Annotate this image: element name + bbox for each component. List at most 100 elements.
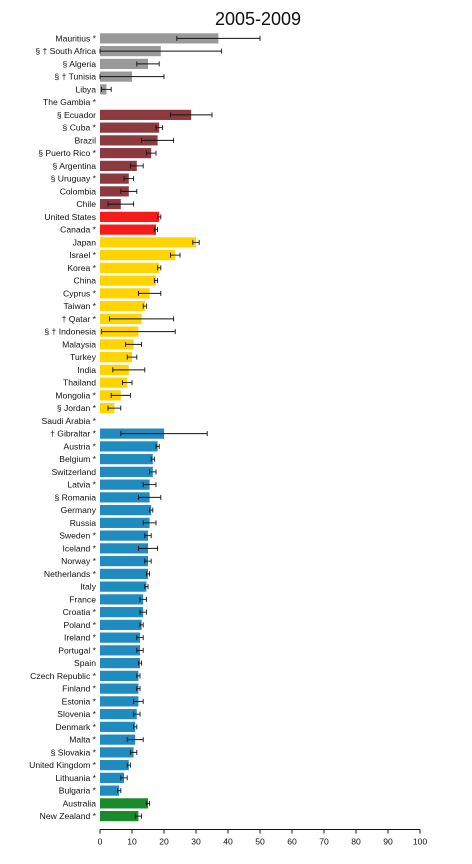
x-tick-label: 20 <box>159 837 169 847</box>
error-bar <box>137 545 159 551</box>
bar <box>100 811 139 822</box>
error-bar <box>145 150 157 156</box>
category-label: Czech Republic * <box>30 671 97 681</box>
category-label: Latvia * <box>67 480 96 490</box>
bar <box>100 58 148 69</box>
bar <box>100 262 160 273</box>
bar <box>100 211 160 222</box>
error-bar <box>153 227 159 233</box>
bar <box>100 122 160 133</box>
category-label: Saudi Arabia * <box>42 416 97 426</box>
error-bar <box>155 125 163 131</box>
bar <box>100 696 139 707</box>
bar <box>100 785 120 796</box>
bar <box>100 581 147 592</box>
error-bar <box>192 239 200 245</box>
error-bar <box>139 609 147 615</box>
error-bar <box>136 635 144 641</box>
bar <box>100 352 132 363</box>
bar <box>100 670 139 681</box>
category-label: § Jordan * <box>57 403 97 413</box>
error-bar <box>134 813 143 819</box>
error-bar <box>169 252 181 258</box>
bar <box>100 224 156 235</box>
category-label: Libya <box>75 84 96 94</box>
error-bar <box>107 405 122 411</box>
x-tick-label: 0 <box>98 837 103 847</box>
bar <box>100 33 219 44</box>
error-bar <box>110 392 131 398</box>
x-tick-label: 100 <box>413 837 428 847</box>
category-label: Australia <box>63 798 97 808</box>
bar <box>100 301 145 312</box>
bar <box>100 148 152 159</box>
error-bar <box>157 214 162 220</box>
error-bar <box>99 74 165 80</box>
bar <box>100 135 158 146</box>
category-label: Brazil <box>75 135 97 145</box>
category-label: China <box>74 276 97 286</box>
error-bar <box>169 112 213 118</box>
error-bar <box>155 443 160 449</box>
bar <box>100 339 134 350</box>
bar <box>100 747 134 758</box>
category-label: Malaysia <box>62 339 96 349</box>
bar <box>100 721 136 732</box>
category-label: Cyprus * <box>63 288 97 298</box>
bar <box>100 517 150 528</box>
category-label: Slovenia * <box>57 709 96 719</box>
error-bar <box>137 494 162 500</box>
category-label: Netherlands * <box>44 569 97 579</box>
bar <box>100 288 150 299</box>
chart-title: 2005-2009 <box>215 9 301 29</box>
category-label: Ireland * <box>64 633 97 643</box>
error-bar <box>142 303 147 309</box>
category-label: New Zealand * <box>40 811 97 821</box>
bar <box>100 709 137 720</box>
error-bar <box>144 584 149 590</box>
category-label: Spain <box>74 658 96 668</box>
bar <box>100 568 148 579</box>
bar <box>100 390 121 401</box>
bar <box>100 441 158 452</box>
category-label: § Cuba * <box>63 123 97 133</box>
bar <box>100 760 129 771</box>
bar <box>100 543 148 554</box>
category-label: Malta * <box>69 735 96 745</box>
error-bar <box>139 596 147 602</box>
error-bar <box>157 265 162 271</box>
error-bar <box>145 571 151 577</box>
x-tick-label: 10 <box>127 837 137 847</box>
category-label: Japan <box>73 237 97 247</box>
x-tick-label: 60 <box>287 837 297 847</box>
category-label: Lithuania * <box>55 773 96 783</box>
error-bar <box>101 86 112 92</box>
category-label: Italy <box>80 582 96 592</box>
category-label: § Argentina <box>53 161 97 171</box>
error-bar <box>144 558 152 564</box>
category-label: Mongolia * <box>55 390 96 400</box>
error-bar <box>150 456 155 462</box>
category-label: § † South Africa <box>35 46 96 56</box>
category-label: Turkey <box>70 352 97 362</box>
x-tick-label: 30 <box>191 837 201 847</box>
error-bar <box>141 137 175 143</box>
error-bar <box>125 341 143 347</box>
error-bar <box>129 749 138 755</box>
bar <box>100 530 148 541</box>
bar <box>100 556 148 567</box>
category-label: § Puerto Rico * <box>38 148 96 158</box>
error-bar <box>120 188 138 194</box>
error-bar <box>112 367 146 373</box>
bar <box>100 607 144 618</box>
error-bar <box>101 329 176 335</box>
x-tick-label: 90 <box>383 837 393 847</box>
bar <box>100 109 192 120</box>
category-label: Korea * <box>67 263 96 273</box>
category-label: Thailand <box>63 378 96 388</box>
error-bar <box>126 737 144 743</box>
bar <box>100 492 150 503</box>
category-label: India <box>77 365 96 375</box>
error-bar <box>126 354 138 360</box>
